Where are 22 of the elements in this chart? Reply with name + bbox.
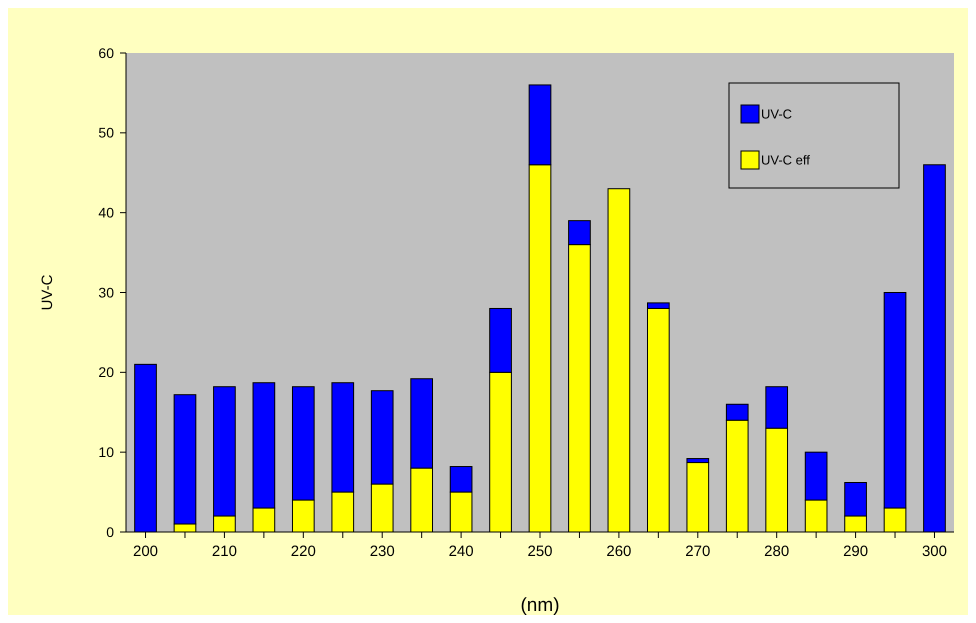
x-tick-label: 290: [843, 543, 868, 560]
x-tick-label: 200: [133, 543, 158, 560]
x-tick-label: 270: [685, 543, 710, 560]
x-tick-label: 230: [370, 543, 395, 560]
y-tick-label: 40: [98, 204, 114, 221]
y-tick-label: 60: [98, 44, 114, 61]
y-tick-label: 50: [98, 124, 114, 141]
x-axis-title: (nm): [520, 595, 560, 616]
x-tick-label: 210: [212, 543, 237, 560]
y-tick-label: 30: [98, 284, 114, 300]
y-tick-label: 0: [106, 524, 114, 540]
x-tick-label: 280: [764, 543, 790, 560]
x-tick-label: 300: [922, 543, 947, 560]
y-tick-label: 10: [98, 444, 114, 460]
x-tick-label: 250: [527, 543, 553, 560]
legend-label: UV-C: [761, 106, 792, 122]
x-tick-label: 240: [448, 543, 474, 560]
y-axis-title: UV-C: [39, 274, 56, 310]
legend-label: UV-C eff: [761, 152, 810, 168]
y-tick-label: 20: [98, 364, 114, 380]
x-tick-label: 220: [290, 543, 316, 560]
x-tick-label: 260: [606, 543, 632, 560]
